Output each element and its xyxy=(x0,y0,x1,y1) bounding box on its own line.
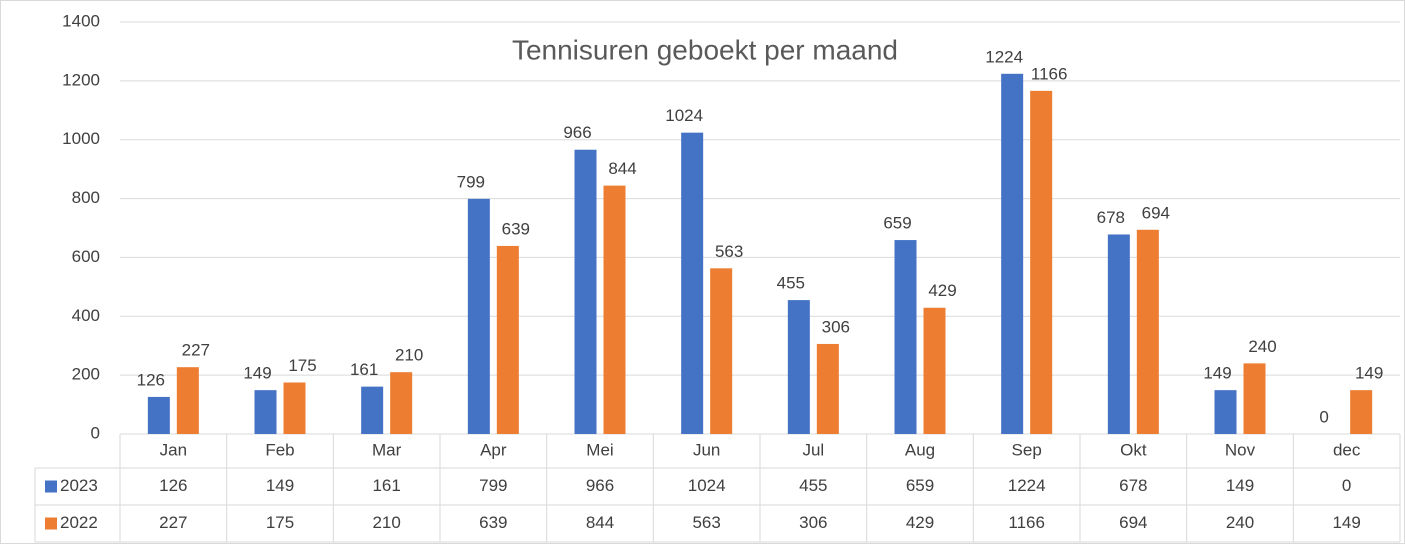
data-label: 1024 xyxy=(665,106,703,125)
data-label: 639 xyxy=(502,219,530,238)
data-label: 240 xyxy=(1248,337,1276,356)
table-cell: 161 xyxy=(372,476,400,495)
legend-swatch xyxy=(45,480,57,493)
table-cell: 149 xyxy=(266,476,294,495)
bar xyxy=(710,268,733,434)
table-cell: 1224 xyxy=(1008,476,1046,495)
data-label: 1166 xyxy=(1031,64,1068,83)
table-cell: 639 xyxy=(479,513,507,532)
y-tick-label: 1200 xyxy=(62,70,100,89)
table-cell: 175 xyxy=(266,513,294,532)
bar xyxy=(923,307,946,434)
table-cell: 0 xyxy=(1342,476,1351,495)
bar xyxy=(254,390,277,434)
data-label: 455 xyxy=(777,274,805,293)
table-cell: 149 xyxy=(1332,513,1360,532)
bar xyxy=(361,386,384,434)
data-label: 678 xyxy=(1097,208,1125,227)
table-cell: 210 xyxy=(372,513,400,532)
table-cell: 306 xyxy=(799,513,827,532)
data-label: 563 xyxy=(715,242,743,261)
bar xyxy=(681,132,704,434)
bar xyxy=(894,240,917,434)
x-tick-label: Jan xyxy=(160,440,187,459)
x-tick-label: Apr xyxy=(480,440,507,459)
bar xyxy=(496,245,519,434)
x-tick-label: Jun xyxy=(693,440,720,459)
x-tick-label: Sep xyxy=(1012,440,1042,459)
legend-swatch xyxy=(45,517,57,530)
bar xyxy=(147,396,170,434)
table-cell: 563 xyxy=(692,513,720,532)
data-label: 210 xyxy=(395,346,423,365)
bar xyxy=(176,367,199,434)
legend-label: 2022 xyxy=(60,513,98,532)
data-label: 429 xyxy=(928,281,956,300)
bar xyxy=(467,198,490,434)
table-cell: 1024 xyxy=(688,476,726,495)
y-tick-label: 1400 xyxy=(62,11,100,30)
table-cell: 844 xyxy=(586,513,614,532)
x-tick-label: Jul xyxy=(802,440,824,459)
x-tick-label: Mar xyxy=(372,440,402,459)
data-label: 0 xyxy=(1319,407,1328,426)
bar xyxy=(1243,363,1266,434)
table-cell: 126 xyxy=(159,476,187,495)
bar xyxy=(1107,234,1130,434)
chart-title: Tennisuren geboekt per maand xyxy=(512,34,898,65)
legend-label: 2023 xyxy=(60,476,98,495)
data-label: 1224 xyxy=(985,47,1023,66)
y-tick-label: 600 xyxy=(72,247,100,266)
data-label: 799 xyxy=(457,172,485,191)
data-label: 126 xyxy=(137,370,165,389)
y-tick-label: 800 xyxy=(72,188,100,207)
data-label: 306 xyxy=(822,317,850,336)
bar xyxy=(1030,90,1053,434)
y-tick-label: 400 xyxy=(72,306,100,325)
x-tick-label: Nov xyxy=(1225,440,1256,459)
table-cell: 1166 xyxy=(1008,513,1045,532)
data-label: 844 xyxy=(608,159,636,178)
table-cell: 678 xyxy=(1119,476,1147,495)
table-cell: 240 xyxy=(1226,513,1254,532)
data-label: 227 xyxy=(182,341,210,360)
bar xyxy=(603,185,626,434)
bar xyxy=(1001,73,1024,435)
data-label: 175 xyxy=(288,356,316,375)
table-cell: 227 xyxy=(159,513,187,532)
data-label: 161 xyxy=(350,360,378,379)
x-tick-label: Mei xyxy=(586,440,613,459)
bar xyxy=(1350,390,1373,434)
y-tick-label: 1000 xyxy=(62,129,100,148)
y-tick-label: 0 xyxy=(91,423,100,442)
x-tick-label: Aug xyxy=(905,440,935,459)
bar xyxy=(390,372,413,434)
table-cell: 659 xyxy=(906,476,934,495)
data-label: 149 xyxy=(243,364,271,383)
table-cell: 799 xyxy=(479,476,507,495)
bar xyxy=(574,149,597,434)
bar xyxy=(816,343,839,434)
bar xyxy=(1214,390,1237,434)
bar xyxy=(787,300,810,434)
data-label: 694 xyxy=(1142,203,1170,222)
x-tick-label: Feb xyxy=(265,440,294,459)
data-label: 966 xyxy=(563,123,591,142)
x-tick-label: dec xyxy=(1333,440,1361,459)
table-cell: 694 xyxy=(1119,513,1147,532)
x-tick-label: Okt xyxy=(1120,440,1147,459)
data-label: 659 xyxy=(883,214,911,233)
table-cell: 149 xyxy=(1226,476,1254,495)
data-label: 149 xyxy=(1355,364,1383,383)
bar xyxy=(283,382,306,434)
table-cell: 429 xyxy=(906,513,934,532)
table-cell: 966 xyxy=(586,476,614,495)
y-tick-label: 200 xyxy=(72,365,100,384)
bar xyxy=(1136,229,1159,434)
data-label: 149 xyxy=(1203,364,1231,383)
table-cell: 455 xyxy=(799,476,827,495)
